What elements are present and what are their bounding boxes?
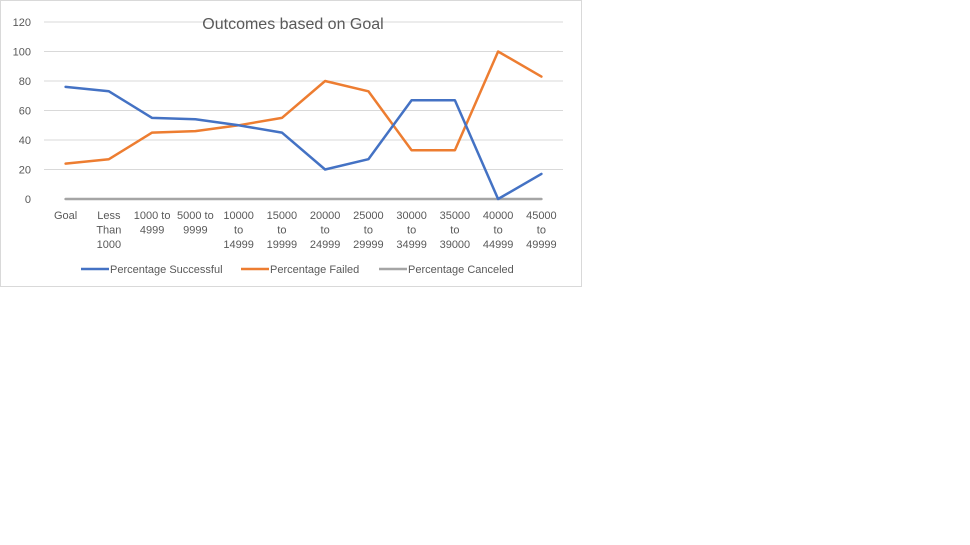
- x-tick-label: 10000 to 14999: [223, 210, 254, 251]
- y-tick-label: 100: [13, 47, 31, 59]
- x-tick-label-line: to: [450, 225, 459, 237]
- x-tick-label-line: Than: [96, 225, 121, 237]
- series-lines: [64, 50, 543, 201]
- x-tick-label: Less Than 1000: [96, 210, 121, 251]
- x-tick-label: 1000 to 4999: [134, 210, 171, 237]
- x-tick-label-line: 19999: [267, 239, 298, 251]
- x-tick-label-line: 40000: [483, 210, 514, 222]
- x-tick-label: 25000 to 29999: [353, 210, 384, 251]
- y-tick-label: 20: [19, 165, 31, 177]
- chart-title: Outcomes based on Goal: [202, 16, 383, 33]
- x-tick-label-line: 1000: [97, 239, 121, 251]
- x-tick-label: 35000 to 39000: [440, 210, 471, 251]
- x-tick-label-line: 39000: [440, 239, 471, 251]
- chart-area: Outcomes based on Goal 0 20 40 60 80 100 120 G…: [0, 0, 582, 287]
- y-tick-label: 60: [19, 106, 31, 118]
- x-tick-label-line: Less: [97, 210, 121, 222]
- x-tick-label-line: to: [494, 225, 503, 237]
- x-tick-label: 20000 to 24999: [310, 210, 341, 251]
- x-tick-label-line: 20000: [310, 210, 341, 222]
- y-tick-label: 80: [19, 76, 31, 88]
- x-tick-label-line: to: [537, 225, 546, 237]
- x-tick-label-line: 4999: [140, 225, 164, 237]
- x-tick-label-line: 1000 to: [134, 210, 171, 222]
- x-tick-label-line: Goal: [54, 210, 77, 222]
- x-tick-label-line: 29999: [353, 239, 384, 251]
- y-tick-label: 40: [19, 135, 31, 147]
- gridlines: [44, 21, 563, 170]
- x-tick-label-line: 24999: [310, 239, 341, 251]
- x-tick-label-line: 9999: [183, 225, 207, 237]
- line-chart: Outcomes based on Goal 0 20 40 60 80 100 120 G…: [13, 16, 563, 276]
- x-tick-label-line: to: [364, 225, 373, 237]
- x-tick-label: 15000 to 19999: [267, 210, 298, 251]
- x-tick-label-line: 5000 to: [177, 210, 214, 222]
- x-tick-label: 30000 to 34999: [396, 210, 427, 251]
- x-tick-label-line: 15000: [267, 210, 298, 222]
- legend-label: Percentage Successful: [110, 264, 223, 276]
- x-tick-label-line: to: [234, 225, 243, 237]
- x-tick-label-line: 49999: [526, 239, 557, 251]
- x-tick-label-line: 30000: [396, 210, 427, 222]
- legend-label: Percentage Canceled: [408, 264, 514, 276]
- series-line-percentage-successful: [64, 85, 543, 201]
- y-tick-label: 0: [25, 194, 31, 206]
- legend-label: Percentage Failed: [270, 264, 359, 276]
- series-line-percentage-failed: [64, 50, 543, 165]
- y-axis-ticks: 0 20 40 60 80 100 120: [13, 17, 31, 206]
- x-tick-label-line: 10000: [223, 210, 254, 222]
- x-tick-label: 5000 to 9999: [177, 210, 214, 237]
- x-tick-label: Goal: [54, 210, 77, 222]
- x-tick-label-line: to: [277, 225, 286, 237]
- x-axis-ticks: Goal Less Than 1000 1000 to 4999 5000 to 9999 10…: [54, 210, 557, 251]
- legend: Percentage Successful Percentage Failed Pe…: [81, 264, 514, 276]
- x-tick-label: 45000 to 49999: [526, 210, 557, 251]
- x-tick-label-line: 25000: [353, 210, 384, 222]
- x-tick-label: 40000 to 44999: [483, 210, 514, 251]
- x-tick-label-line: to: [407, 225, 416, 237]
- x-tick-label-line: 34999: [396, 239, 427, 251]
- x-tick-label-line: 35000: [440, 210, 471, 222]
- x-tick-label-line: 14999: [223, 239, 254, 251]
- x-tick-label-line: 44999: [483, 239, 514, 251]
- x-tick-label-line: to: [321, 225, 330, 237]
- x-tick-label-line: 45000: [526, 210, 557, 222]
- y-tick-label: 120: [13, 17, 31, 29]
